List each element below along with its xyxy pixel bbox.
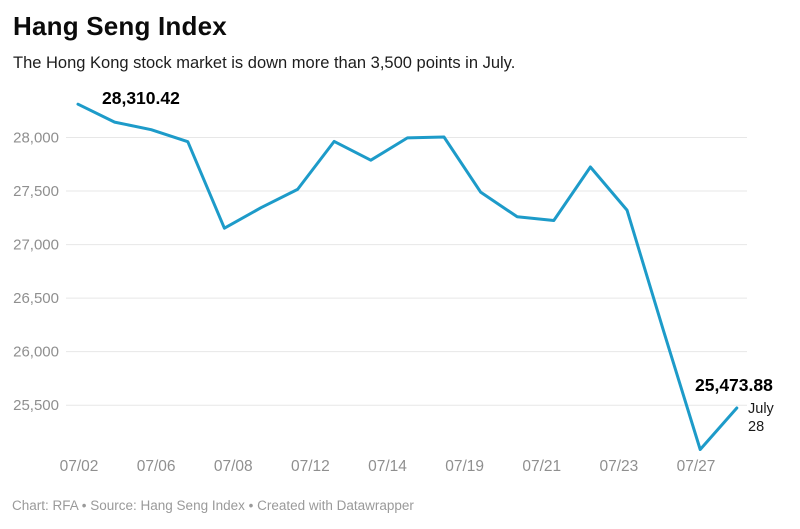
- x-tick-label: 07/08: [214, 458, 253, 475]
- chart-footer: Chart: RFA • Source: Hang Seng Index • C…: [12, 498, 414, 513]
- annotation-end-date-line2: 28: [748, 419, 764, 435]
- y-tick-label: 27,500: [13, 183, 59, 200]
- x-tick-label: 07/14: [368, 458, 407, 475]
- x-tick-label: 07/27: [677, 458, 716, 475]
- x-tick-label: 07/21: [522, 458, 561, 475]
- x-tick-label: 07/23: [599, 458, 638, 475]
- hsi-line: [76, 102, 739, 451]
- x-tick-label: 07/02: [60, 458, 99, 475]
- x-tick-label: 07/12: [291, 458, 330, 475]
- annotation-start-value: 28,310.42: [102, 88, 180, 108]
- annotation-end-date-line1: July: [748, 401, 775, 417]
- y-tick-label: 28,000: [13, 129, 59, 146]
- x-tick-label: 07/19: [445, 458, 484, 475]
- y-tick-label: 26,500: [13, 290, 59, 307]
- line-chart: 28,000 27,500 27,000 26,500 26,000 25,500 07/0…: [0, 85, 800, 485]
- chart-subtitle: The Hong Kong stock market is down more …: [13, 54, 516, 72]
- annotation-end-value: 25,473.88: [695, 375, 773, 395]
- y-tick-label: 27,000: [13, 237, 59, 254]
- line-chart-svg: 28,000 27,500 27,000 26,500 26,000 25,500 07/0…: [13, 88, 775, 475]
- y-tick-label: 25,500: [13, 397, 59, 414]
- chart-title: Hang Seng Index: [13, 11, 227, 41]
- y-tick-label: 26,000: [13, 344, 59, 361]
- x-tick-label: 07/06: [137, 458, 176, 475]
